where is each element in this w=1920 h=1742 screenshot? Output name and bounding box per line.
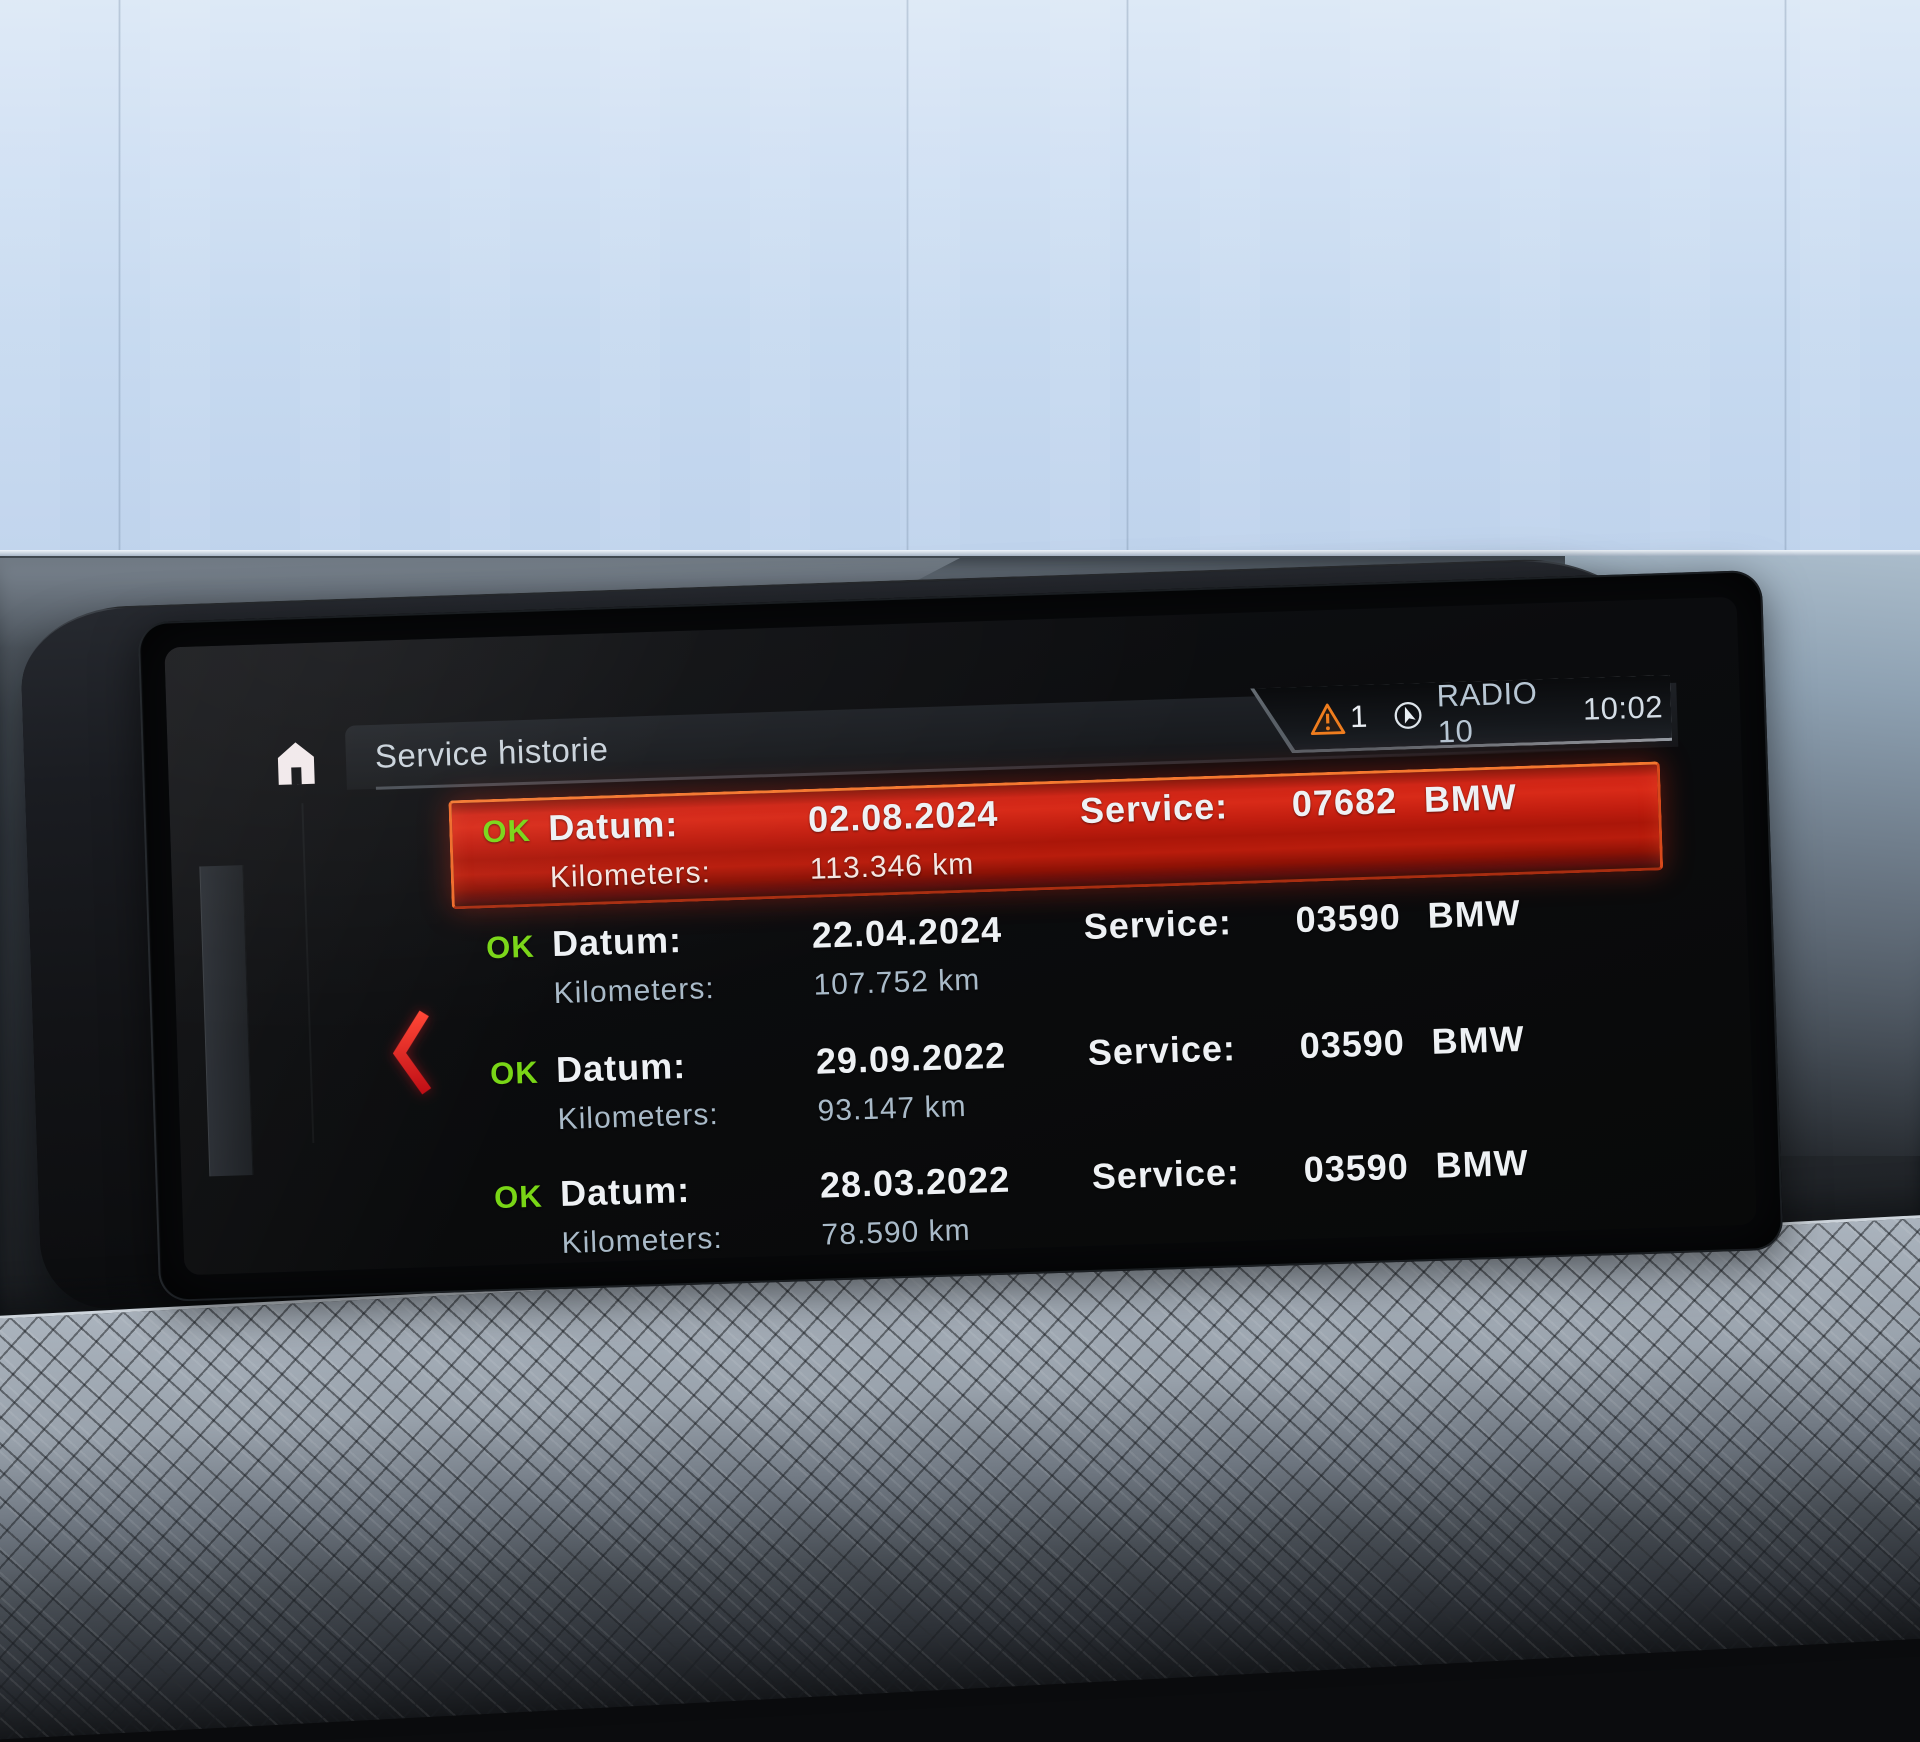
home-icon (273, 740, 318, 787)
km-label: Kilometers: (557, 1098, 719, 1137)
date-value: 29.09.2022 (815, 1035, 1006, 1083)
wall-seam (1784, 0, 1787, 556)
date-label: Datum: (551, 919, 682, 965)
date-label: Datum: (555, 1045, 686, 1091)
service-label: Service: (1087, 1027, 1236, 1074)
brand: BMW (1435, 1142, 1529, 1187)
km-label: Kilometers: (561, 1222, 723, 1261)
chevron-left-icon (386, 1007, 435, 1098)
brand: BMW (1423, 776, 1517, 821)
wall-seam (906, 0, 909, 556)
warning-count: 1 (1349, 698, 1367, 735)
km-label: Kilometers: (549, 856, 711, 895)
service-label: Service: (1091, 1151, 1240, 1198)
wall-seam (118, 0, 121, 556)
date-label: Datum: (559, 1169, 690, 1215)
date-value: 22.04.2024 (811, 909, 1002, 957)
date-value: 02.08.2024 (807, 793, 998, 841)
km-label: Kilometers: (553, 972, 715, 1011)
background-wall (0, 0, 1920, 556)
km-value: 107.752 km (813, 963, 981, 1002)
clock: 10:02 (1582, 689, 1663, 728)
page-title: Service historie (374, 725, 609, 781)
warning-triangle-icon (1309, 698, 1347, 739)
wall-seam (1126, 0, 1129, 556)
service-label: Service: (1083, 901, 1232, 948)
service-code: 07682 (1291, 780, 1397, 825)
idrive-screen: Service historie 1 RADIO 10 (137, 570, 1783, 1302)
km-value: 93.147 km (817, 1090, 967, 1129)
service-label: Service: (1079, 785, 1228, 832)
km-value: 78.590 km (821, 1214, 971, 1253)
status-bar: 1 RADIO 10 10:02 (1250, 675, 1672, 755)
idrive-display: Service historie 1 RADIO 10 (164, 597, 1756, 1275)
service-code: 03590 (1303, 1146, 1409, 1191)
scene: Service historie 1 RADIO 10 (0, 0, 1920, 1440)
brand: BMW (1427, 892, 1521, 937)
status-ok: OK (494, 1179, 544, 1217)
navigation-arrow-icon (1393, 697, 1424, 732)
date-value: 28.03.2022 (819, 1159, 1010, 1207)
home-button[interactable] (273, 740, 318, 787)
km-value: 113.346 km (809, 848, 975, 887)
status-ok: OK (490, 1055, 540, 1093)
service-code: 03590 (1299, 1022, 1405, 1067)
page-back-chevron[interactable] (386, 1007, 435, 1098)
date-label: Datum: (548, 803, 679, 849)
status-ok: OK (482, 813, 532, 851)
brand: BMW (1431, 1018, 1525, 1063)
radio-station: RADIO 10 (1436, 674, 1566, 750)
service-code: 03590 (1295, 896, 1401, 941)
status-ok: OK (486, 929, 536, 967)
